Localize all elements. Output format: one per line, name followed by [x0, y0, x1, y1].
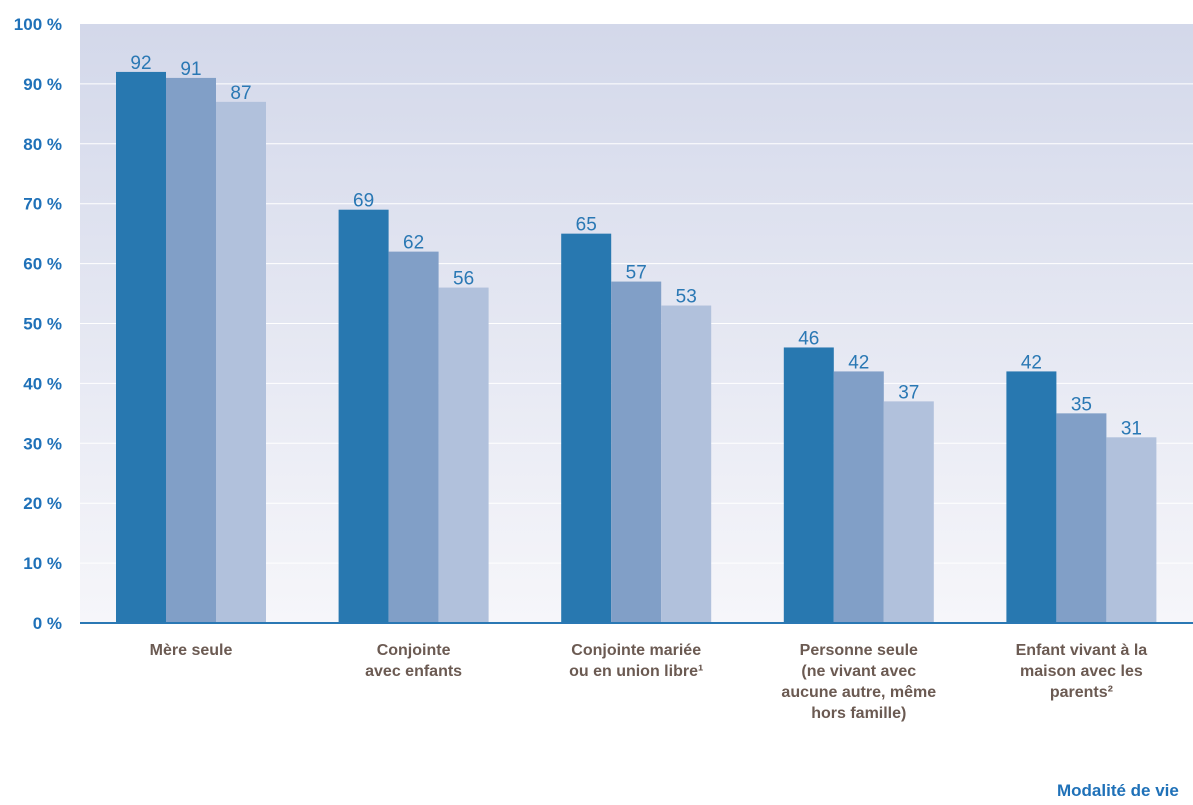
bar-value-label: 56	[453, 269, 474, 290]
y-tick-label: 20 %	[23, 494, 62, 513]
bar	[883, 401, 934, 623]
y-tick-label: 100 %	[14, 15, 62, 34]
bar-value-label: 92	[130, 53, 151, 74]
bar	[1106, 437, 1157, 623]
bar-value-label: 69	[353, 191, 374, 212]
bar	[116, 71, 166, 624]
x-axis-title: Modalité de vie	[1057, 781, 1179, 800]
bar-value-label: 65	[576, 215, 597, 236]
bar	[561, 233, 612, 623]
bar-value-label: 53	[676, 287, 697, 308]
bar-value-label: 37	[898, 382, 919, 403]
y-tick-label: 60 %	[23, 255, 62, 274]
bar	[833, 371, 884, 623]
bar-value-label: 42	[1021, 352, 1042, 373]
bar-value-label: 42	[848, 352, 869, 373]
category-label: Conjointe avec enfants	[365, 642, 463, 680]
y-tick-label: 30 %	[23, 434, 62, 453]
y-tick-label: 80 %	[23, 135, 62, 154]
y-tick-label: 10 %	[23, 554, 62, 573]
bar-value-label: 87	[230, 83, 251, 104]
bar	[388, 251, 439, 623]
category-label: Conjointe mariée ou en union libre¹	[569, 642, 704, 680]
bar	[166, 77, 216, 623]
y-tick-label: 70 %	[23, 195, 62, 214]
bar	[611, 281, 662, 623]
bar	[438, 287, 489, 623]
bar-value-label: 35	[1071, 394, 1092, 415]
bar-value-label: 91	[180, 59, 201, 80]
bar	[661, 305, 712, 623]
bar	[216, 101, 266, 624]
bar-value-label: 57	[626, 263, 647, 284]
category-label: Mère seule	[149, 642, 233, 659]
category-label: Personne seule (ne vivant avec aucune au…	[781, 642, 937, 722]
y-tick-label: 90 %	[23, 75, 62, 94]
bar-value-label: 31	[1121, 418, 1142, 439]
bar	[1056, 413, 1107, 623]
y-tick-label: 50 %	[23, 315, 62, 334]
value-labels: 92 91 87 69 62 56 65 57 53 46 42 37 42 35 31	[130, 53, 1142, 439]
y-tick-labels: 0 % 10 % 20 % 30 % 40 % 50 % 60 % 70 % 80 % 90 % 1…	[14, 15, 62, 633]
y-tick-label: 0 %	[33, 614, 62, 633]
bar	[1006, 371, 1057, 623]
bar-value-label: 62	[403, 233, 424, 254]
y-tick-label: 40 %	[23, 374, 62, 393]
bar	[338, 209, 389, 623]
bar-value-label: 46	[798, 328, 819, 349]
category-label: Enfant vivant à la maison avec les paren…	[1015, 642, 1148, 701]
bars	[116, 71, 1157, 624]
bar	[783, 347, 834, 623]
